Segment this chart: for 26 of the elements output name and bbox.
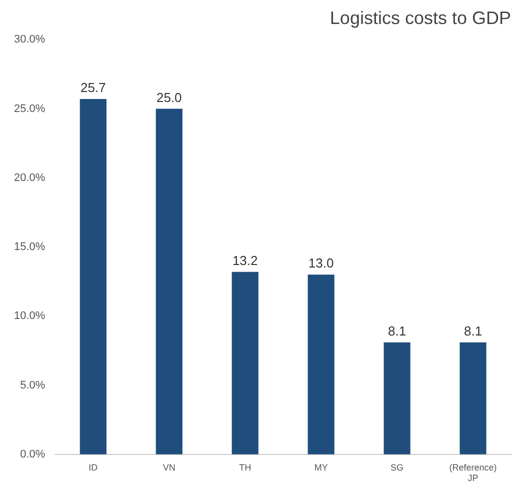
x-tick-label: (Reference) JP (449, 462, 497, 484)
bar (460, 342, 486, 454)
y-tick-label: 0.0% (20, 448, 46, 460)
y-tick-label: 30.0% (14, 34, 46, 46)
data-label: 25.0 (156, 90, 182, 105)
data-label: 13.2 (232, 252, 258, 268)
y-tick-label: 25.0% (14, 102, 46, 115)
data-label: 8.1 (464, 323, 482, 338)
bar (308, 274, 334, 454)
y-tick-label: 15.0% (14, 241, 46, 254)
bar (384, 342, 410, 454)
y-tick-label: 10.0% (14, 310, 46, 322)
x-tick-label: SG (390, 462, 404, 472)
bar (80, 99, 106, 454)
x-tick-label: VN (162, 462, 176, 472)
data-label: 25.7 (80, 80, 106, 96)
chart-title: Logistics costs to GDP (330, 8, 511, 28)
x-tick-label: TH (239, 462, 252, 472)
x-tick-label: ID (88, 462, 98, 472)
x-tick-label: MY (314, 462, 328, 472)
bar (156, 108, 182, 454)
data-label: 13.0 (308, 256, 334, 271)
y-tick-label: 20.0% (14, 172, 46, 184)
data-label: 8.1 (388, 323, 406, 338)
bar (232, 272, 258, 454)
y-tick-label: 5.0% (20, 379, 46, 392)
